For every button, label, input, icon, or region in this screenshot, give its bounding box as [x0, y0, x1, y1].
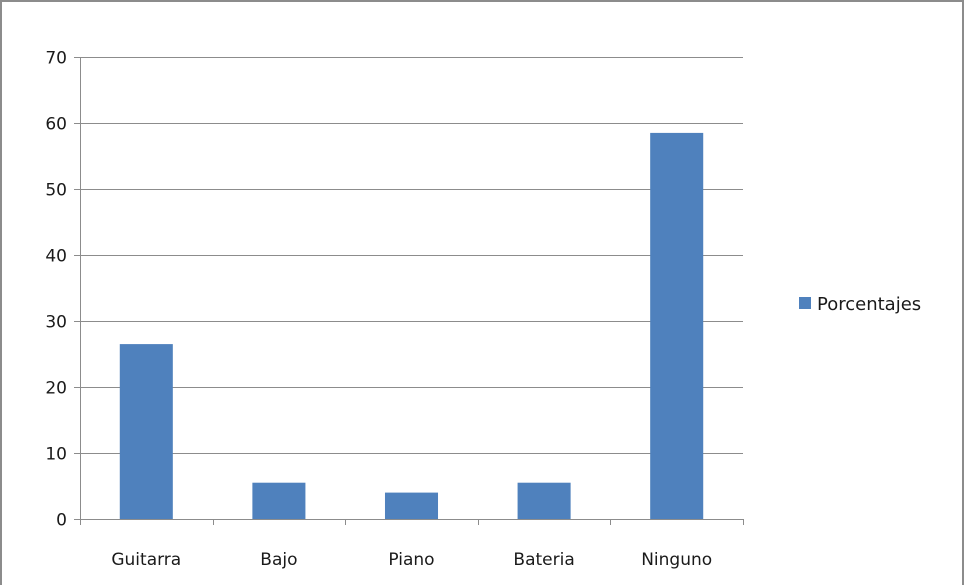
legend-label: Porcentajes: [817, 294, 921, 315]
y-tick-label: 50: [45, 181, 67, 201]
y-tick-label: 30: [45, 313, 67, 333]
bar-bajo: [252, 482, 306, 519]
x-tick-label: Ninguno: [641, 550, 712, 570]
bar-guitarra: [119, 344, 173, 519]
gridlines: [80, 57, 743, 454]
x-tick-label: Guitarra: [111, 550, 181, 570]
x-tick-labels: Guitarra Bajo Piano Bateria Ninguno: [111, 550, 712, 570]
bar-piano: [384, 492, 439, 519]
legend: Porcentajes: [799, 294, 921, 315]
bar-bateria: [517, 482, 571, 519]
axes: [74, 57, 744, 525]
y-tick-labels: 0 10 20 30 40 50 60 70: [45, 49, 67, 531]
x-tick-label: Bajo: [260, 550, 297, 570]
legend-swatch: [799, 297, 811, 309]
y-tick-label: 70: [45, 49, 67, 69]
x-tick-label: Piano: [388, 550, 434, 570]
y-tick-label: 40: [45, 247, 67, 267]
x-tick-label: Bateria: [513, 550, 574, 570]
y-tick-label: 0: [56, 511, 67, 531]
y-tick-label: 10: [45, 445, 67, 465]
y-tick-label: 60: [45, 115, 67, 135]
y-tick-label: 20: [45, 379, 67, 399]
bar-ninguno: [650, 132, 704, 519]
bars: [119, 132, 704, 519]
